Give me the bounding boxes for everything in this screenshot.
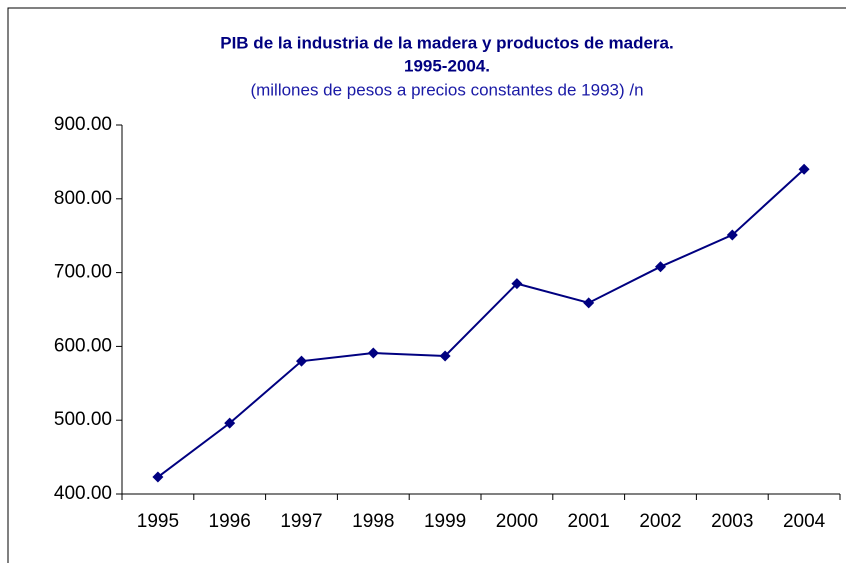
chart-subtitle: (millones de pesos a precios constantes … xyxy=(250,80,643,99)
data-marker xyxy=(367,347,379,359)
x-tick-label: 2004 xyxy=(783,511,826,532)
y-tick-label: 600.00 xyxy=(54,335,112,356)
data-marker xyxy=(296,355,307,367)
x-tick-label: 1999 xyxy=(424,511,466,532)
data-marker xyxy=(152,471,164,483)
data-line xyxy=(157,168,805,478)
data-marker xyxy=(655,261,666,273)
chart-title: PIB de la industria de la madera y produ… xyxy=(220,33,673,52)
data-marker xyxy=(798,163,810,175)
x-tick-label: 1998 xyxy=(352,511,394,532)
chart-border xyxy=(7,7,846,563)
data-marker xyxy=(726,229,738,241)
data-marker xyxy=(511,278,523,290)
data-marker xyxy=(583,297,595,309)
x-tick-label: 2003 xyxy=(711,511,753,532)
chart-title: 1995-2004. xyxy=(404,56,490,75)
x-tick-label: 2000 xyxy=(496,511,538,532)
x-tick-label: 2001 xyxy=(568,511,610,532)
y-tick-label: 800.00 xyxy=(54,188,112,209)
x-tick-label: 1995 xyxy=(137,511,179,532)
y-tick-label: 700.00 xyxy=(54,262,112,283)
x-tick-label: 2002 xyxy=(639,511,681,532)
x-tick-label: 1996 xyxy=(209,511,251,532)
y-tick-label: 900.00 xyxy=(54,114,112,135)
data-marker xyxy=(439,350,451,362)
x-tick-label: 1997 xyxy=(280,511,322,532)
y-tick-label: 400.00 xyxy=(54,483,112,504)
data-marker xyxy=(224,417,236,429)
y-tick-label: 500.00 xyxy=(54,409,112,430)
